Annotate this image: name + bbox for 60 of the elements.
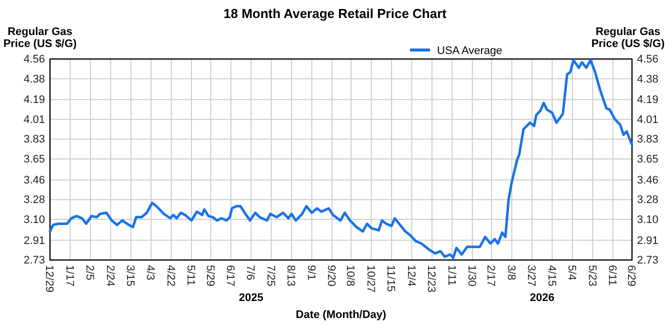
x-tick-label: 6/11 <box>606 265 618 286</box>
x-tick-label: 9/1 <box>304 265 317 280</box>
y2-tick-label: 4.19 <box>637 94 658 106</box>
x-tick-label: 3/15 <box>124 265 136 286</box>
x-tick-label: 7/6 <box>244 265 256 280</box>
x-tick-label: 4/15 <box>545 265 558 286</box>
y-tick-label: 2.73 <box>24 254 45 267</box>
line-series <box>48 58 634 260</box>
x-tick-label: 1/17 <box>63 265 76 286</box>
x-tick-label: 1/11 <box>445 265 458 286</box>
x-tick-label: 1/30 <box>466 265 478 286</box>
text: 2026 <box>530 292 554 304</box>
x-tick-label: 10/27 <box>364 265 376 293</box>
y-tick-label: 2.91 <box>24 234 45 247</box>
x-tick-label: 3/8 <box>504 265 517 280</box>
y-tick-label: 4.19 <box>24 94 45 106</box>
x-tick-label: 6/29 <box>625 265 638 286</box>
x-tick-label: 4/3 <box>144 265 156 280</box>
x-tick-label: 2/24 <box>104 265 116 286</box>
x-axis-title: Date (Month/Day) <box>296 309 387 321</box>
y2-tick-label: 4.38 <box>637 73 658 86</box>
y-tick-label: 3.28 <box>24 194 45 206</box>
x-tick-label: 5/11 <box>184 265 197 286</box>
x-tick-label: 5/29 <box>204 265 216 286</box>
y-tick-label: 4.56 <box>24 54 45 66</box>
x-tick-label: 11/15 <box>384 265 397 292</box>
x-tick-label: 5/23 <box>586 265 598 286</box>
y-tick-label: 3.65 <box>24 153 45 166</box>
y2-tick-label: 3.83 <box>637 134 658 146</box>
x-tick-label: 2/17 <box>484 265 497 286</box>
y-axis-title: Regular Gas Price (US $/G) <box>3 26 78 50</box>
y2-axis-title: Regular Gas Price (US $/G) <box>591 26 666 50</box>
y-tick-label: 3.46 <box>24 174 45 186</box>
x-tick-label: 12/29 <box>43 265 56 293</box>
y2-tick-label: 4.56 <box>637 54 658 66</box>
y2-tick-label: 3.46 <box>637 174 658 186</box>
y2-tick-label: 2.91 <box>637 234 658 247</box>
x-tick-label: 9/20 <box>325 265 338 286</box>
y-tick-label: 4.01 <box>24 114 45 126</box>
y2-tick-label: 4.01 <box>637 114 658 126</box>
y-tick-label: 3.83 <box>24 134 45 146</box>
x-tick-label: 6/17 <box>224 265 236 286</box>
x-tick-label: 5/4 <box>566 265 578 280</box>
chart-title: 18 Month Average Retail Price Chart <box>224 6 448 21</box>
x-tick-label: 12/4 <box>404 265 417 286</box>
x-tick-label: 3/27 <box>525 265 538 286</box>
x-tick-label: 4/22 <box>164 265 176 286</box>
x-tick-label: 12/23 <box>425 265 438 293</box>
y2-tick-label: 3.65 <box>637 153 658 166</box>
y2-tick-label: 3.10 <box>637 214 658 226</box>
x-tick-label: 7/25 <box>264 265 276 286</box>
x-tick-label: 2/5 <box>84 265 96 280</box>
x-tick-label: 8/13 <box>284 265 297 286</box>
legend-label: USA Average <box>437 45 502 57</box>
y-tick-label: 4.38 <box>24 73 45 86</box>
y2-tick-label: 2.73 <box>637 254 658 267</box>
text: 2025 <box>238 292 264 304</box>
y2-tick-label: 3.28 <box>637 194 658 206</box>
y-tick-label: 3.10 <box>24 214 45 226</box>
x-tick-label: 10/8 <box>344 265 356 286</box>
